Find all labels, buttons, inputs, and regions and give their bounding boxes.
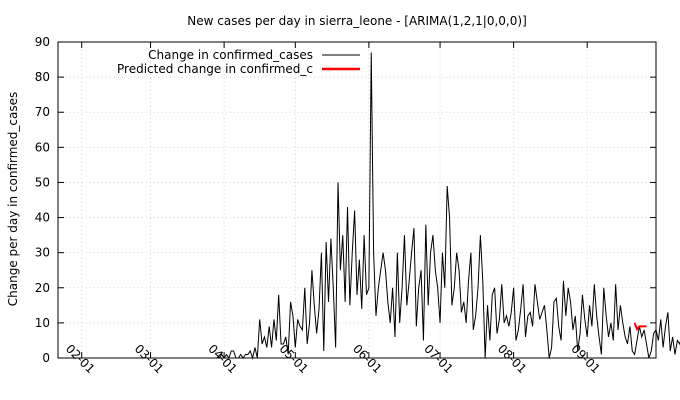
x-axis: 02-01 03-01 04-01 05-01 06-01 07-01 08-01 09-01 [63, 42, 603, 376]
x-tick-label: 09-01 [568, 342, 603, 377]
y-tick-label: 40 [35, 211, 50, 225]
x-tick-label: 02-01 [63, 342, 98, 377]
y-tick-label: 60 [35, 140, 50, 154]
y-axis-label: Change per day in confirmed_cases [6, 92, 20, 307]
y-tick-label: 30 [35, 246, 50, 260]
y-tick-label: 20 [35, 281, 50, 295]
y-tick-label: 70 [35, 105, 50, 119]
y-tick-label: 10 [35, 316, 50, 330]
y-axis: 0 10 20 30 40 50 60 70 80 90 [35, 35, 656, 365]
plot-frame [57, 41, 657, 359]
y-tick-label: 0 [42, 351, 50, 365]
y-tick-label: 80 [35, 70, 50, 84]
grid [58, 42, 656, 358]
x-tick-label: 08-01 [495, 342, 530, 377]
y-tick-label: 50 [35, 175, 50, 189]
y-tick-label: 90 [35, 35, 50, 49]
legend-label: Predicted change in confirmed_c [117, 62, 313, 76]
chart-title: New cases per day in sierra_leone - [ARI… [187, 14, 527, 28]
x-tick-label: 07-01 [421, 342, 456, 377]
x-tick-label: 05-01 [277, 342, 312, 377]
x-tick-label: 03-01 [132, 342, 167, 377]
x-tick-label: 04-01 [205, 342, 240, 377]
x-tick-label: 06-01 [350, 342, 385, 377]
series-line-predicted [633, 322, 647, 332]
legend-label: Change in confirmed_cases [148, 48, 313, 62]
